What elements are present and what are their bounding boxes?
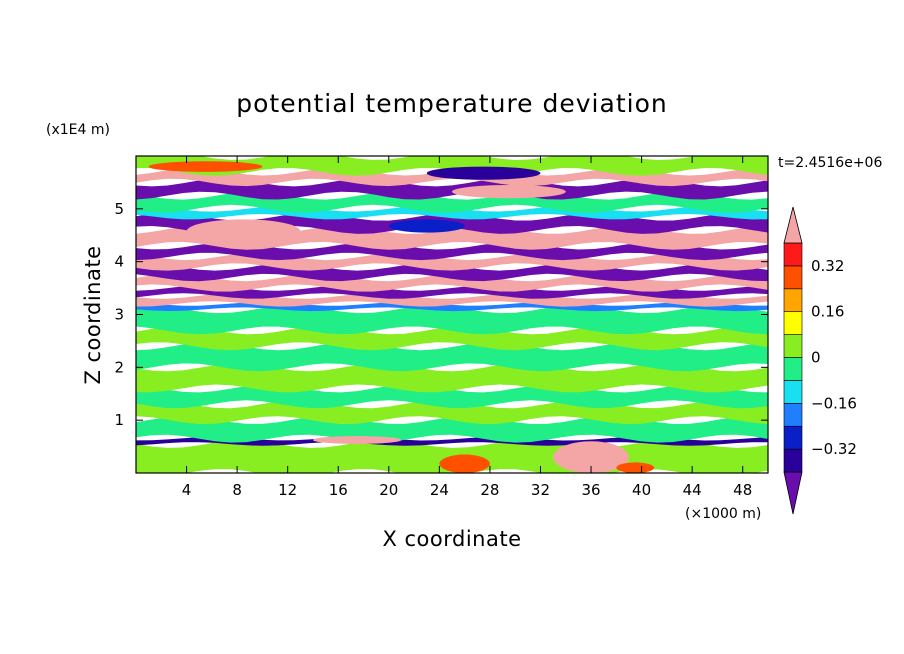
colorbar: 0.32 0.16 0 −0.16 −0.32 <box>783 206 857 515</box>
colorbar-swatch <box>783 380 803 404</box>
contour-patch-4 <box>388 219 465 233</box>
colorbar-swatch <box>783 242 803 267</box>
colorbar-low-extend <box>783 471 803 515</box>
contour-band-8 <box>136 305 768 335</box>
x-tick-label: 8 <box>232 481 242 499</box>
contour-field <box>136 156 768 473</box>
x-unit-label: (×1000 m) <box>685 506 761 522</box>
y-tick-label: 4 <box>114 253 124 271</box>
x-tick-label: 12 <box>278 481 297 499</box>
chart-title: potential temperature deviation <box>236 89 667 118</box>
contour-patch-1 <box>426 166 541 180</box>
colorbar-swatch <box>783 448 803 473</box>
contour-patch-3 <box>186 219 301 244</box>
time-label: t=2.4516e+06 <box>778 155 882 171</box>
contour-patch-7 <box>553 441 629 473</box>
colorbar-swatch <box>783 402 803 427</box>
contour-patch-8 <box>616 462 655 473</box>
x-tick-label: 36 <box>581 481 600 499</box>
x-tick-label: 40 <box>632 481 651 499</box>
contour-band-15 <box>136 242 768 261</box>
y-tick-label: 3 <box>114 306 124 324</box>
x-tick-label: 24 <box>430 481 449 499</box>
y-axis: 1 2 3 4 5 <box>114 200 768 429</box>
x-tick-label: 28 <box>480 481 499 499</box>
y-unit-label: (x1E4 m) <box>46 122 110 138</box>
colorbar-high-extend <box>783 206 803 244</box>
x-tick-label: 20 <box>379 481 398 499</box>
contour-patch-6 <box>439 454 490 473</box>
contour-patch-0 <box>148 161 263 172</box>
colorbar-tick-label: 0 <box>811 349 821 367</box>
x-tick-label: 44 <box>683 481 702 499</box>
contour-band-10 <box>136 293 768 307</box>
colorbar-swatch <box>783 334 803 358</box>
y-tick-label: 5 <box>114 200 124 218</box>
x-tick-label: 48 <box>733 481 752 499</box>
colorbar-swatch <box>783 265 803 290</box>
contour-band-2 <box>136 416 768 443</box>
x-tick-label: 4 <box>182 481 192 499</box>
colorbar-tick-label: −0.32 <box>811 440 857 458</box>
contour-band-22 <box>136 156 768 176</box>
colorbar-tick-label: 0.32 <box>811 257 844 275</box>
x-axis-label: X coordinate <box>382 527 521 551</box>
contour-band-11 <box>136 285 768 299</box>
colorbar-tick-label: 0.16 <box>811 303 844 321</box>
colorbar-swatch <box>783 425 803 450</box>
x-tick-label: 16 <box>329 481 348 499</box>
contour-patch-5 <box>312 436 402 444</box>
contour-patch-2 <box>452 185 566 199</box>
colorbar-swatch <box>783 357 803 381</box>
y-axis-label: Z coordinate <box>81 245 105 384</box>
x-tick-label: 32 <box>531 481 550 499</box>
colorbar-tick-label: −0.16 <box>811 394 857 412</box>
contour-band-6 <box>136 342 768 372</box>
y-tick-label: 2 <box>114 358 124 376</box>
x-axis: 4 8 12 16 20 24 28 32 36 40 44 48 <box>182 156 752 499</box>
y-tick-label: 1 <box>114 411 124 429</box>
contour-band-5 <box>136 363 768 393</box>
contour-band-20 <box>136 178 768 200</box>
contour-band-1 <box>136 436 768 446</box>
colorbar-swatch <box>783 288 803 312</box>
colorbar-swatch <box>783 311 803 335</box>
